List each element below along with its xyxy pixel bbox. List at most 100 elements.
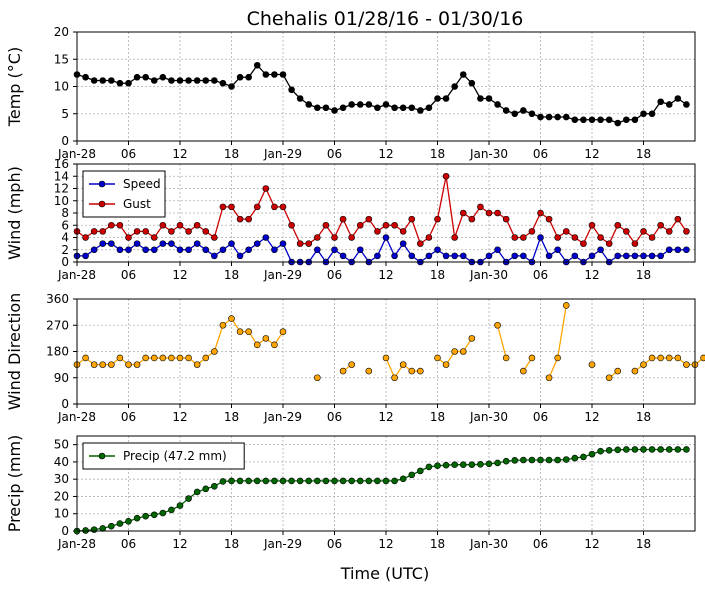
- data-point: [168, 354, 175, 362]
- data-point: [597, 246, 604, 254]
- data-point: [399, 228, 407, 235]
- data-point: [202, 354, 210, 362]
- data-point: [434, 215, 441, 223]
- data-point: [425, 252, 433, 260]
- data-point: [202, 246, 210, 254]
- data-point: [82, 354, 89, 362]
- y-tick-label: 360: [46, 292, 69, 306]
- data-point: [125, 234, 132, 241]
- y-tick-label: 0: [61, 524, 69, 538]
- data-point: [211, 348, 218, 355]
- x-tick-label: Jan-30: [469, 537, 508, 551]
- data-point: [228, 315, 235, 322]
- data-point: [528, 456, 536, 464]
- data-point: [520, 107, 527, 114]
- data-point: [193, 240, 201, 247]
- data-point: [494, 459, 501, 467]
- data-point: [614, 367, 622, 375]
- data-point: [382, 354, 390, 362]
- data-point: [296, 240, 304, 247]
- series-temp-0: [73, 61, 690, 127]
- data-point: [142, 73, 149, 81]
- data-point: [648, 252, 656, 260]
- data-point: [528, 110, 536, 118]
- data-point: [356, 246, 364, 254]
- x-tick-label: 06: [327, 410, 342, 424]
- data-point: [262, 477, 270, 485]
- y-tick-label: 4: [61, 231, 69, 245]
- data-point: [442, 461, 450, 469]
- data-point: [442, 252, 450, 260]
- data-point: [631, 240, 639, 247]
- x-tick-label: 12: [378, 147, 393, 161]
- data-point: [451, 348, 458, 355]
- data-point: [348, 361, 355, 368]
- data-point: [511, 252, 519, 260]
- data-point: [288, 477, 295, 485]
- chart-title: Chehalis 01/28/16 - 01/30/16: [247, 8, 524, 30]
- data-point: [90, 526, 98, 533]
- data-point: [391, 252, 398, 260]
- x-tick-label: Jan-29: [263, 147, 302, 161]
- data-point: [176, 221, 184, 229]
- data-point: [442, 95, 450, 102]
- data-point: [108, 77, 115, 84]
- data-point: [511, 457, 519, 464]
- data-point: [528, 354, 536, 362]
- data-point: [588, 252, 596, 260]
- data-point: [142, 228, 149, 235]
- data-point: [374, 104, 381, 112]
- data-point: [554, 113, 561, 121]
- data-point: [511, 110, 519, 118]
- data-point: [425, 104, 433, 112]
- data-point: [580, 116, 587, 124]
- x-tick-label: Jan-30: [469, 410, 508, 424]
- data-point: [451, 252, 458, 260]
- data-point: [657, 221, 664, 229]
- data-point: [262, 234, 270, 241]
- data-point: [382, 101, 390, 108]
- data-point: [82, 527, 89, 534]
- data-point: [494, 101, 501, 108]
- data-point: [408, 104, 416, 112]
- data-point: [631, 116, 639, 124]
- data-point: [288, 221, 295, 229]
- data-point: [236, 73, 244, 81]
- data-point: [631, 367, 639, 375]
- data-point: [211, 77, 218, 84]
- data-point: [133, 240, 141, 247]
- data-point: [262, 71, 270, 78]
- data-point: [193, 221, 201, 229]
- data-point: [665, 246, 673, 254]
- data-point: [640, 228, 647, 235]
- x-tick-label: 18: [636, 268, 651, 282]
- data-point: [219, 203, 227, 211]
- data-point: [150, 511, 158, 519]
- data-point: [520, 367, 527, 375]
- data-point: [150, 354, 158, 362]
- y-tick-label: 40: [54, 455, 69, 469]
- data-point: [554, 246, 561, 254]
- x-tick-label: 18: [636, 147, 651, 161]
- data-point: [82, 252, 89, 260]
- data-point: [305, 101, 313, 108]
- data-point: [485, 252, 493, 260]
- data-point: [236, 328, 244, 335]
- data-point: [193, 488, 201, 496]
- data-point: [314, 104, 321, 112]
- data-point: [605, 374, 613, 382]
- data-point: [485, 460, 493, 468]
- y-tick-label: 6: [61, 218, 69, 232]
- data-point: [623, 252, 630, 260]
- y-tick-label: 30: [54, 472, 69, 486]
- data-point: [125, 361, 132, 368]
- data-point: [159, 240, 167, 247]
- data-point: [434, 462, 441, 470]
- data-point: [417, 107, 424, 114]
- data-point: [545, 252, 553, 260]
- data-point: [399, 475, 407, 483]
- y-tick-label: 10: [54, 194, 69, 208]
- data-point: [554, 456, 561, 464]
- data-point: [451, 234, 458, 241]
- data-point: [665, 354, 673, 362]
